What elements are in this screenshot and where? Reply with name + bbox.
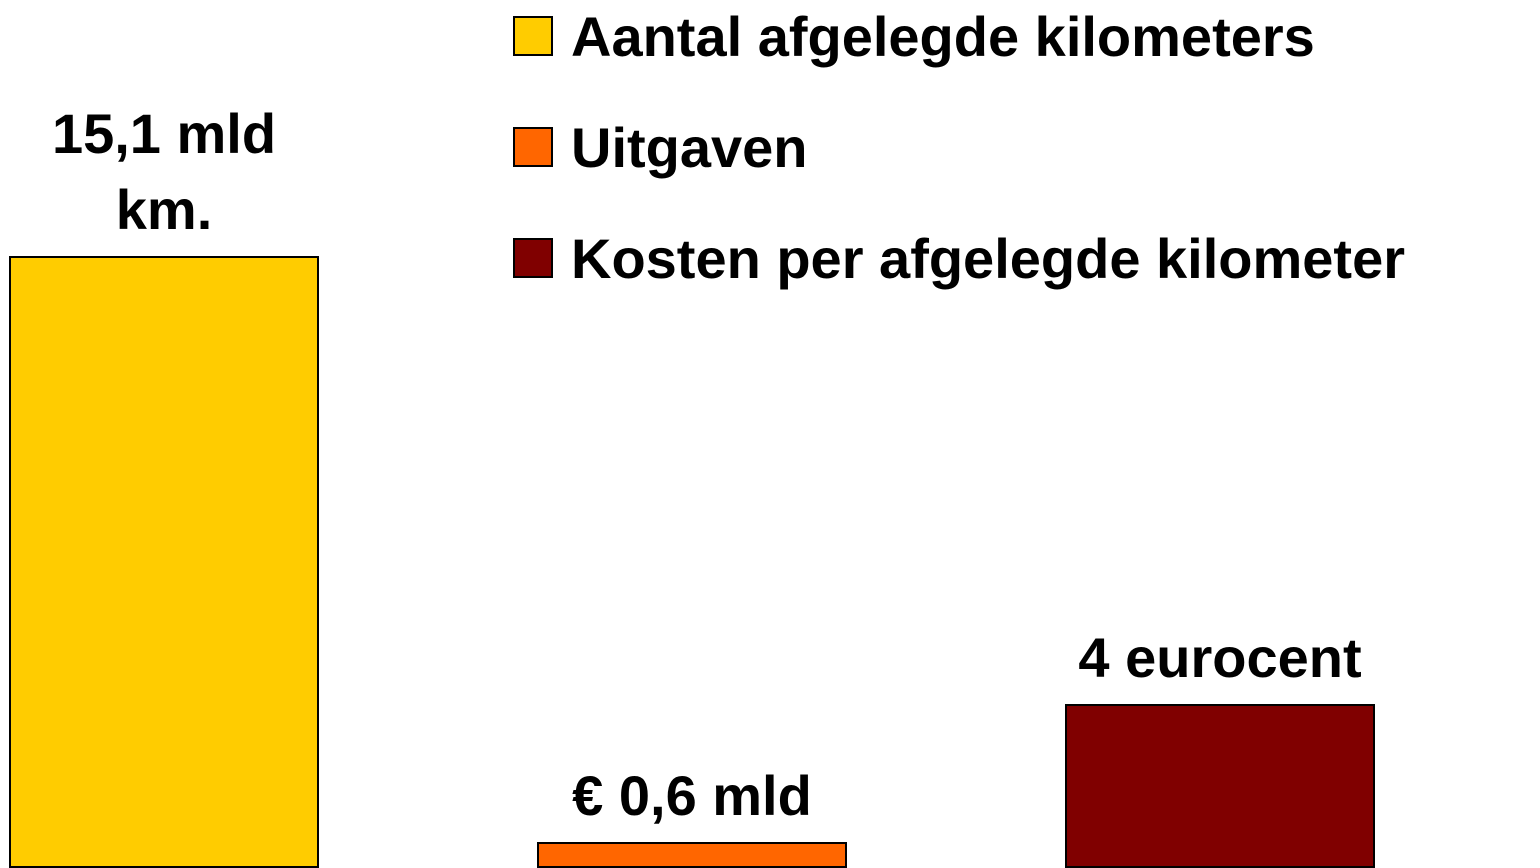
legend-item: Aantal afgelegde kilometers bbox=[513, 4, 1315, 68]
bar bbox=[9, 256, 319, 868]
data-label: 4 eurocent bbox=[1078, 626, 1362, 690]
legend-item: Uitgaven bbox=[513, 115, 808, 179]
legend-label: Uitgaven bbox=[571, 115, 808, 179]
legend-label: Kosten per afgelegde kilometer bbox=[571, 226, 1406, 290]
legend-swatch bbox=[513, 238, 553, 278]
legend-swatch bbox=[513, 127, 553, 167]
data-label: 15,1 mld km. bbox=[51, 102, 277, 241]
bar bbox=[537, 841, 847, 868]
legend-item: Kosten per afgelegde kilometer bbox=[513, 226, 1406, 290]
legend-label: Aantal afgelegde kilometers bbox=[571, 4, 1315, 68]
legend-swatch bbox=[513, 16, 553, 56]
data-label: € 0,6 mld bbox=[572, 763, 812, 827]
bar bbox=[1065, 704, 1375, 868]
